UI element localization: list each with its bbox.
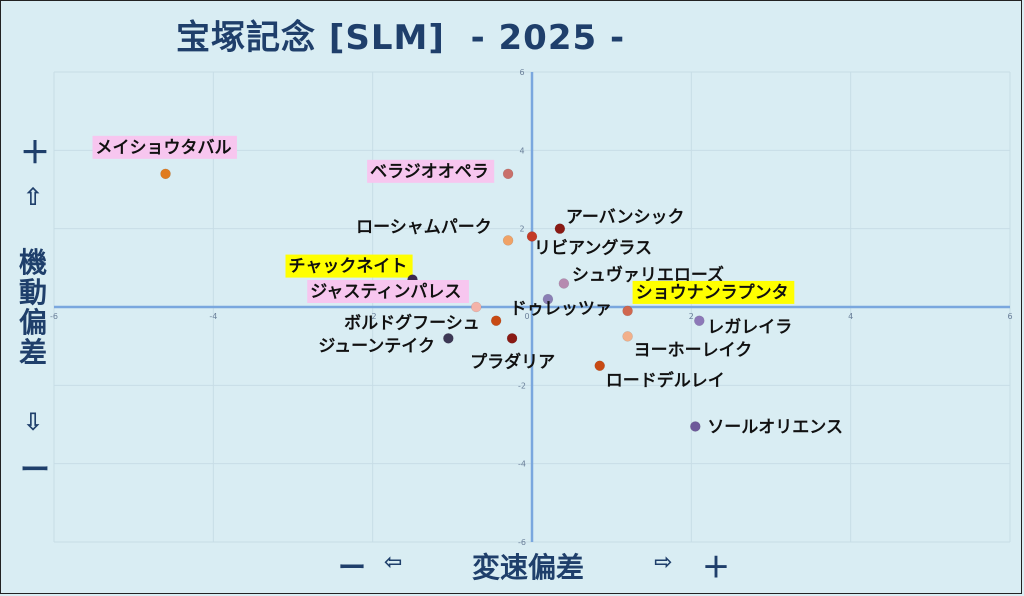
y-tick-label: 6 (519, 68, 524, 77)
left-arrow-icon: ⇦ (384, 550, 403, 575)
x-tick-label: -4 (209, 312, 217, 321)
label-highlight (367, 159, 495, 183)
up-arrow-icon: ⇧ (22, 183, 44, 211)
point-label: シュヴァリエローズ (572, 265, 724, 286)
data-point (443, 333, 454, 344)
chart-title: 宝塚記念 [SLM] - 2025 - (176, 18, 626, 58)
y-axis-label-char: 差 (18, 336, 47, 369)
point-label: ドゥレッツァ (510, 299, 612, 319)
data-point (542, 293, 554, 305)
y-tick-label: 4 (519, 146, 524, 155)
y-axis-label-char: 偏 (18, 306, 47, 339)
y-axis-minus: ー (20, 453, 50, 488)
data-point (622, 331, 633, 342)
data-point (694, 315, 705, 326)
point-label: レガレイラ (707, 318, 792, 338)
data-point (506, 333, 518, 344)
point-label: メイショウタバル (96, 138, 232, 158)
data-point (502, 235, 514, 246)
x-tick-label: 0 (524, 312, 529, 321)
y-axis-label-char: 動 (18, 276, 47, 309)
data-point (502, 168, 514, 180)
data-point (622, 305, 633, 317)
y-axis-label: 機動偏差 (16, 248, 50, 368)
data-point (470, 301, 482, 313)
x-axis-minus: ー (338, 551, 367, 584)
y-tick-label: 2 (519, 225, 524, 234)
data-point (554, 223, 566, 234)
data-point (690, 421, 701, 432)
point-label: ベラジオオペラ (370, 162, 489, 182)
y-axis-label-char: 機 (18, 246, 47, 279)
x-tick-label: -6 (50, 312, 58, 321)
x-axis-plus: ＋ (702, 551, 731, 584)
point-label: ジャスティンパレス (310, 282, 461, 302)
data-point (160, 168, 171, 180)
point-label: ヨーホーレイク (634, 340, 753, 360)
x-tick-label: -2 (369, 312, 377, 321)
data-point (594, 360, 605, 371)
x-tick-label: 4 (848, 312, 853, 321)
down-arrow-icon: ⇩ (22, 408, 44, 436)
x-axis-label: 変速偏差 (472, 551, 585, 584)
data-point (526, 231, 538, 242)
right-arrow-icon: ⇨ (654, 550, 673, 575)
label-highlight (285, 254, 413, 278)
point-label: ボルドグフーシュ (344, 313, 480, 334)
y-tick-label: -2 (518, 381, 526, 390)
y-tick-label: -4 (518, 460, 526, 469)
label-highlight (92, 135, 237, 159)
point-label: ロードデルレイ (606, 370, 725, 391)
x-tick-label: 6 (1007, 312, 1012, 321)
x-tick-label: 2 (689, 312, 694, 321)
point-label: ショウナンラプンタ (636, 282, 789, 303)
data-point (558, 278, 570, 289)
point-label: ジューンテイク (318, 336, 435, 356)
point-label: プラダリア (470, 351, 555, 372)
point-label: リビアングラス (534, 238, 652, 259)
point-label: ローシャムパーク (356, 217, 492, 237)
y-tick-label: -6 (518, 538, 526, 547)
label-highlight (307, 280, 469, 303)
point-label: アーバンシック (566, 208, 685, 228)
data-point (490, 315, 502, 326)
y-axis-plus: ＋ (20, 136, 50, 171)
point-label: ソールオリエンス (707, 417, 843, 437)
label-highlight (632, 280, 795, 304)
point-label: チャックネイト (289, 257, 408, 277)
